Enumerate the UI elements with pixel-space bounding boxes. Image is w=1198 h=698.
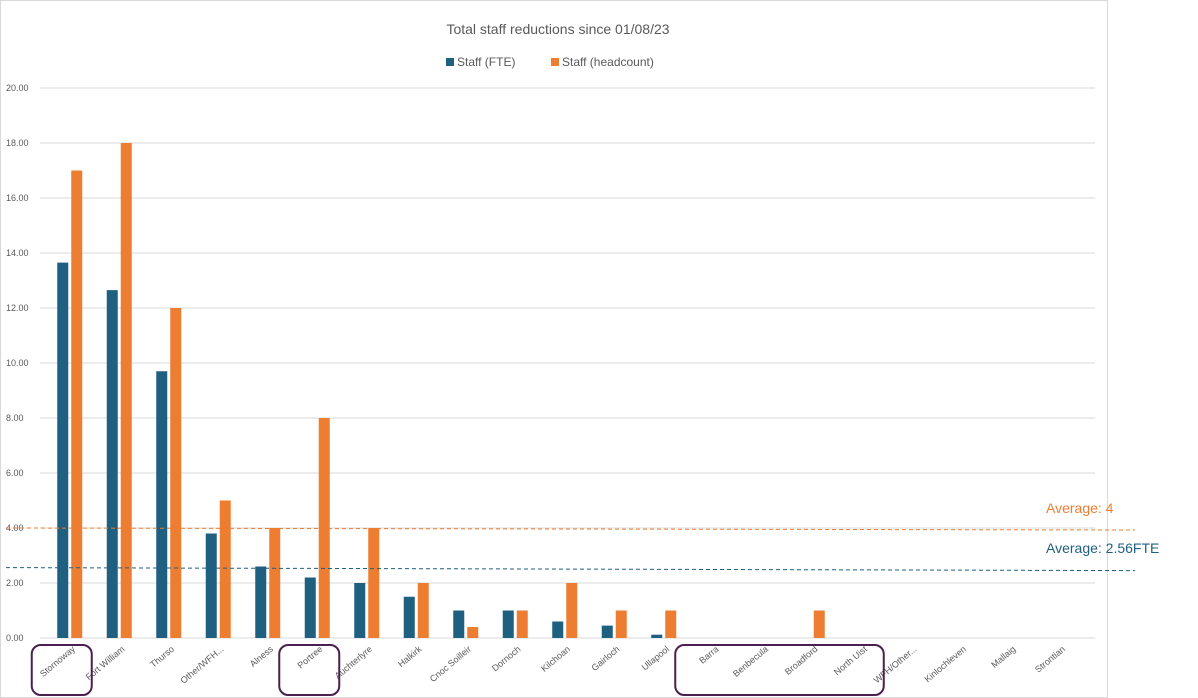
highlight-box bbox=[30, 644, 93, 696]
legend-swatch-fte bbox=[446, 58, 454, 66]
chart-area-border bbox=[0, 0, 1108, 698]
y-tick-label: 12.00 bbox=[6, 303, 29, 313]
y-tick-label: 18.00 bbox=[6, 138, 29, 148]
bar-fte bbox=[57, 262, 69, 638]
bar-headcount bbox=[368, 528, 380, 638]
y-tick-label: 20.00 bbox=[6, 83, 29, 93]
bar-fte bbox=[453, 610, 465, 638]
bar-headcount bbox=[71, 170, 83, 638]
bar-fte bbox=[304, 577, 316, 638]
chart-title: Total staff reductions since 01/08/23 bbox=[446, 21, 669, 37]
highlight-box bbox=[674, 644, 885, 696]
average-fte-line bbox=[5, 567, 1136, 572]
bar-headcount bbox=[120, 143, 132, 638]
average-headcount-label: Average: 4 bbox=[1046, 500, 1114, 516]
bar-fte bbox=[156, 371, 168, 638]
y-tick-label: 16.00 bbox=[6, 193, 29, 203]
bar-fte bbox=[651, 634, 663, 638]
highlight-boxes bbox=[30, 644, 885, 696]
y-tick-label: 10.00 bbox=[6, 358, 29, 368]
y-tick-label: 0.00 bbox=[6, 633, 24, 643]
y-tick-label: 14.00 bbox=[6, 248, 29, 258]
average-fte-label: Average: 2.56FTE bbox=[1046, 540, 1159, 556]
bar-fte bbox=[205, 533, 217, 638]
bar-headcount bbox=[566, 583, 578, 638]
bar-headcount bbox=[516, 610, 528, 638]
reference-lines bbox=[5, 527, 1136, 572]
bar-fte bbox=[552, 621, 564, 638]
bar-fte bbox=[255, 566, 267, 638]
y-tick-label: 6.00 bbox=[6, 468, 24, 478]
bar-fte bbox=[502, 610, 514, 638]
bar-headcount bbox=[417, 583, 429, 638]
average-headcount-line bbox=[5, 527, 1136, 531]
legend-swatch-headcount bbox=[551, 58, 559, 66]
bar-headcount bbox=[318, 418, 330, 638]
bar-fte bbox=[106, 290, 118, 638]
bar-headcount bbox=[615, 610, 627, 638]
legend: Staff (FTE) Staff (headcount) bbox=[446, 55, 654, 69]
bars bbox=[57, 143, 825, 638]
bar-headcount bbox=[219, 500, 231, 638]
y-tick-label: 8.00 bbox=[6, 413, 24, 423]
bar-fte bbox=[601, 625, 613, 638]
bar-headcount bbox=[170, 308, 182, 638]
bar-headcount bbox=[467, 627, 479, 638]
bar-fte bbox=[354, 583, 366, 638]
legend-label-headcount: Staff (headcount) bbox=[562, 55, 654, 69]
bar-fte bbox=[403, 596, 415, 638]
bar-headcount bbox=[665, 610, 677, 638]
bar-headcount bbox=[269, 528, 281, 638]
legend-label-fte: Staff (FTE) bbox=[457, 55, 515, 69]
highlight-box bbox=[278, 644, 341, 696]
bar-headcount bbox=[813, 610, 825, 638]
y-tick-label: 2.00 bbox=[6, 578, 24, 588]
gridlines bbox=[40, 87, 1095, 639]
